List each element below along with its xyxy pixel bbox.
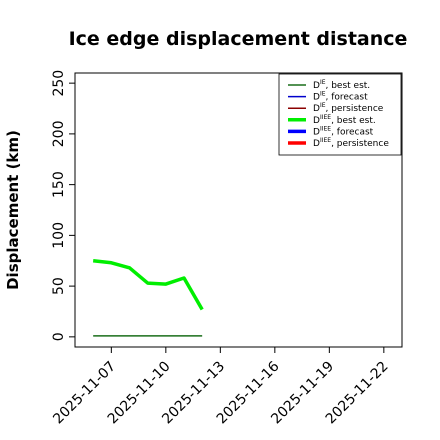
plot-area — [74, 72, 403, 348]
y-tick-label: 150 — [51, 171, 67, 198]
series-group — [92, 259, 204, 337]
y-tick-label: 200 — [51, 121, 67, 148]
legend-label: DIIEE, best est. — [313, 114, 376, 126]
plot-frame — [74, 72, 403, 348]
legend-label: DIE, persistence — [313, 102, 384, 114]
legend-label: DIIEE, forecast — [313, 125, 374, 137]
y-axis: 0 50 100 150 200 250 — [51, 70, 75, 341]
y-tick-label: 0 — [51, 332, 67, 341]
legend-label: DIE, forecast — [313, 91, 368, 103]
y-tick-label: 250 — [51, 70, 67, 97]
y-tick-label: 50 — [51, 277, 67, 295]
chart-title: Ice edge displacement distance — [69, 28, 408, 50]
series-line-3 — [92, 259, 204, 311]
y-tick-label: 100 — [51, 222, 67, 249]
legend-label: DIE, best est. — [313, 79, 370, 91]
legend-label: DIIEE, persistence — [313, 137, 389, 149]
y-axis-label: Displacement (km) — [4, 130, 22, 290]
